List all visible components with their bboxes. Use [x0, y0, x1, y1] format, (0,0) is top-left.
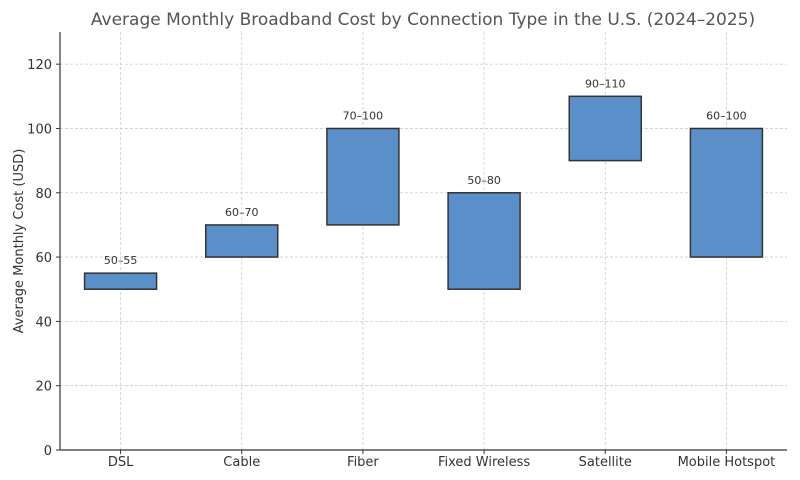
x-tick-label: Fiber: [347, 455, 379, 470]
data-label: 50–80: [467, 174, 501, 187]
x-tick-label: DSL: [108, 455, 134, 470]
range-bar: [205, 224, 279, 258]
y-tick-label: 40: [35, 315, 52, 330]
range-bar: [83, 272, 158, 290]
chart-title: Average Monthly Broadband Cost by Connec…: [91, 10, 755, 30]
x-tick-label: Mobile Hotspot: [678, 455, 776, 470]
y-tick-label: 120: [27, 58, 52, 73]
data-label: 60–100: [706, 109, 747, 122]
x-tick-label: Cable: [223, 455, 260, 470]
range-bar: [447, 192, 521, 290]
y-tick-label: 20: [35, 380, 52, 395]
data-label: 50–55: [104, 254, 138, 267]
x-tick-label: Fixed Wireless: [438, 455, 530, 470]
y-axis-label: Average Monthly Cost (USD): [12, 149, 27, 334]
x-tick-label: Satellite: [579, 455, 632, 470]
range-bar: [568, 95, 642, 162]
data-label: 90–110: [585, 77, 626, 90]
y-tick-label: 100: [27, 122, 52, 137]
data-label: 70–100: [343, 109, 384, 122]
range-bar: [326, 127, 400, 226]
data-label: 60–70: [225, 206, 259, 219]
y-tick-label: 60: [35, 251, 52, 266]
range-bar: [689, 127, 764, 258]
y-tick-label: 0: [44, 444, 52, 459]
y-tick-label: 80: [35, 187, 52, 202]
